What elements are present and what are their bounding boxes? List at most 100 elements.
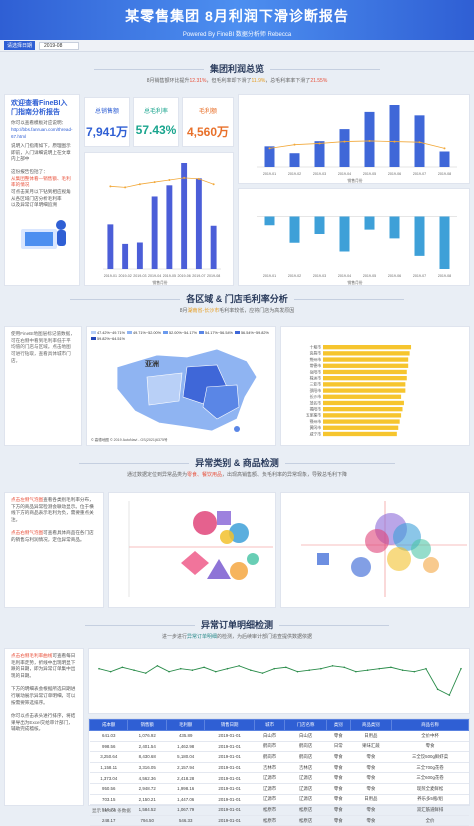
table-row[interactable]: 248.17 794.50 546.33 2019-01-01 松原市 松原店 零食 零食 全价 — [89, 815, 469, 826]
legend-item[interactable]: 56.54%~59.82% — [234, 331, 269, 335]
tick-label: 十堰市 — [310, 345, 322, 350]
table-cell: 吉林店 — [284, 762, 327, 774]
line-point — [153, 181, 156, 184]
legend-item[interactable]: 54.17%~56.54% — [198, 331, 233, 335]
line-point — [343, 666, 346, 669]
table-cell: 8,430.68 — [127, 751, 167, 763]
table-cell: 鹤岗市 — [254, 751, 285, 763]
bubble-chart-product[interactable] — [280, 492, 470, 608]
tick-label: 长沙市 — [310, 394, 322, 399]
bar — [323, 431, 397, 437]
bar — [323, 363, 409, 368]
legend-item[interactable]: 47.42%~49.71% — [91, 331, 125, 335]
table-row[interactable]: 3,250.64 8,430.68 5,180.04 2019-01-01 鹤岗市 鹤岗店… — [89, 751, 469, 763]
line-point — [366, 669, 369, 671]
column-header[interactable]: 城市 — [253, 719, 286, 731]
filter-label: 请选择日期 — [4, 41, 36, 50]
bar — [323, 413, 402, 418]
bar — [339, 129, 350, 167]
line-point — [331, 665, 334, 667]
table-cell: 零食 — [350, 783, 392, 795]
table-cell: 641.03 — [89, 730, 128, 742]
bubble-chart-category[interactable] — [108, 492, 276, 608]
table-row[interactable]: 703.15 2,150.21 1,447.06 2019-01-01 辽源市 辽源店 零食… — [89, 794, 469, 806]
column-header[interactable]: 类别 — [325, 719, 351, 731]
column-header[interactable]: 商品名称 — [391, 719, 469, 731]
section-overview-title: 集团利润总览 8月销售额环比提升12.31%，但毛利率却下滑了11.9%，总毛利… — [0, 62, 474, 84]
legend-item[interactable]: 52.00%~54.17% — [162, 331, 197, 335]
bar — [314, 216, 325, 234]
line-point — [138, 183, 141, 186]
line-point — [443, 147, 446, 150]
bar — [323, 376, 407, 381]
column-header[interactable]: 销售日期 — [204, 719, 255, 731]
line-point — [212, 183, 215, 186]
kpi-value: 57.43% — [135, 123, 177, 137]
tick-label: 2019-03 — [313, 274, 326, 278]
table-cell: 全价中杯 — [391, 730, 469, 742]
table-cell: 5,180.04 — [166, 751, 205, 763]
table-cell: 零食 — [350, 772, 392, 784]
tick-label: 2019-02 — [288, 274, 301, 278]
date-select[interactable]: 2019-08 — [39, 41, 80, 50]
table-row[interactable]: 1,158.11 3,316.05 2,157.94 2019-01-01 吉林市 吉林店… — [89, 762, 469, 774]
line-point — [179, 667, 182, 670]
table-row[interactable]: 950.56 2,948.72 1,998.16 2019-01-01 辽源市 辽源店 零食… — [89, 783, 469, 795]
china-map[interactable]: 47.42%~49.71% 49.71%~52.00% 52.00%~54.17% 5… — [86, 326, 276, 446]
bar — [323, 369, 407, 375]
bar — [151, 196, 158, 269]
tick-label: 茂名市 — [310, 400, 322, 405]
table-cell: 2019-01-01 — [204, 794, 255, 806]
table-cell: 950.56 — [89, 783, 128, 795]
tick-label: 三亚市 — [310, 382, 322, 387]
table-row[interactable]: 641.03 1,076.92 435.89 2019-01-01 白山市 白山店 零食 日用… — [89, 730, 469, 742]
bar — [414, 115, 425, 167]
line-point — [168, 670, 170, 673]
line-point — [133, 669, 135, 671]
kpi-label: 总销售额 — [94, 109, 119, 115]
line-point — [273, 667, 275, 670]
table-cell: 2019-01-01 — [204, 772, 255, 784]
line-point — [183, 176, 186, 179]
chart-daily-margin[interactable] — [88, 648, 470, 714]
table-cell: 松原店 — [284, 815, 327, 826]
table-cell: 养乐多5瓶/组 — [391, 794, 469, 806]
column-header[interactable]: 成本额 — [88, 719, 129, 731]
bar — [323, 382, 406, 387]
tick-label: 鄂州市 — [310, 419, 322, 424]
intro-link[interactable]: http://bbs.fanruan.com/thread-67.html — [11, 126, 73, 139]
bar — [122, 243, 129, 269]
tick-label: 2019-07 — [413, 172, 426, 176]
bar — [264, 146, 275, 167]
table-cell: 辽源市 — [254, 772, 285, 784]
table-cell: 日用品 — [350, 730, 392, 742]
column-header[interactable]: 商品类别 — [349, 719, 393, 731]
region-note-panel: 使用FineBI地图层标记值数据，可在右侧中看到毛利率低于平均值的门店与区域。点… — [4, 326, 82, 446]
column-header[interactable]: 门店名称 — [284, 719, 327, 731]
tick-label: 2019-07 — [192, 274, 205, 278]
tick-label: 荆州市 — [310, 357, 322, 362]
table-cell: 辽源店 — [284, 783, 327, 795]
bar — [166, 185, 173, 269]
table-row[interactable]: 516.73 1,584.52 1,067.79 2019-01-01 松原市 松原店 零食… — [89, 804, 469, 816]
table-cell: 零食 — [350, 804, 392, 816]
bar — [389, 105, 400, 167]
table-cell: 零食 — [326, 815, 351, 826]
tick-label: 2019-03 — [313, 172, 326, 176]
table-row[interactable]: 1,373.04 4,562.36 2,418.28 2019-01-01 辽源市 辽源店… — [89, 772, 469, 784]
column-header[interactable]: 毛利额 — [165, 719, 206, 731]
column-header[interactable]: 销售额 — [127, 719, 167, 731]
table-cell: 辽源市 — [254, 783, 285, 795]
table-cell: 零食 — [326, 772, 351, 784]
legend-item[interactable]: 59.82%~64.51% — [91, 337, 125, 341]
intro-bullet: 从各区域门店分析毛利率 — [11, 195, 62, 201]
table-cell: 794.50 — [127, 815, 167, 826]
tick-label: 2019-03 — [133, 274, 146, 278]
table-row[interactable]: 998.56 2,401.54 1,462.98 2019-01-01 鹤岗市 鹤岗店 日常… — [89, 741, 469, 753]
section-desc: 8月销售额环比提升12.31%，但毛利率却下滑了11.9%，总毛利率率下滑了21… — [146, 78, 328, 84]
tick-label: 咸宁市 — [310, 431, 322, 436]
bar — [323, 357, 409, 362]
legend-item[interactable]: 49.71%~52.00% — [126, 331, 161, 335]
kpi-card-profit: 毛利额 4,560万 — [182, 97, 234, 147]
line-point — [109, 670, 112, 673]
